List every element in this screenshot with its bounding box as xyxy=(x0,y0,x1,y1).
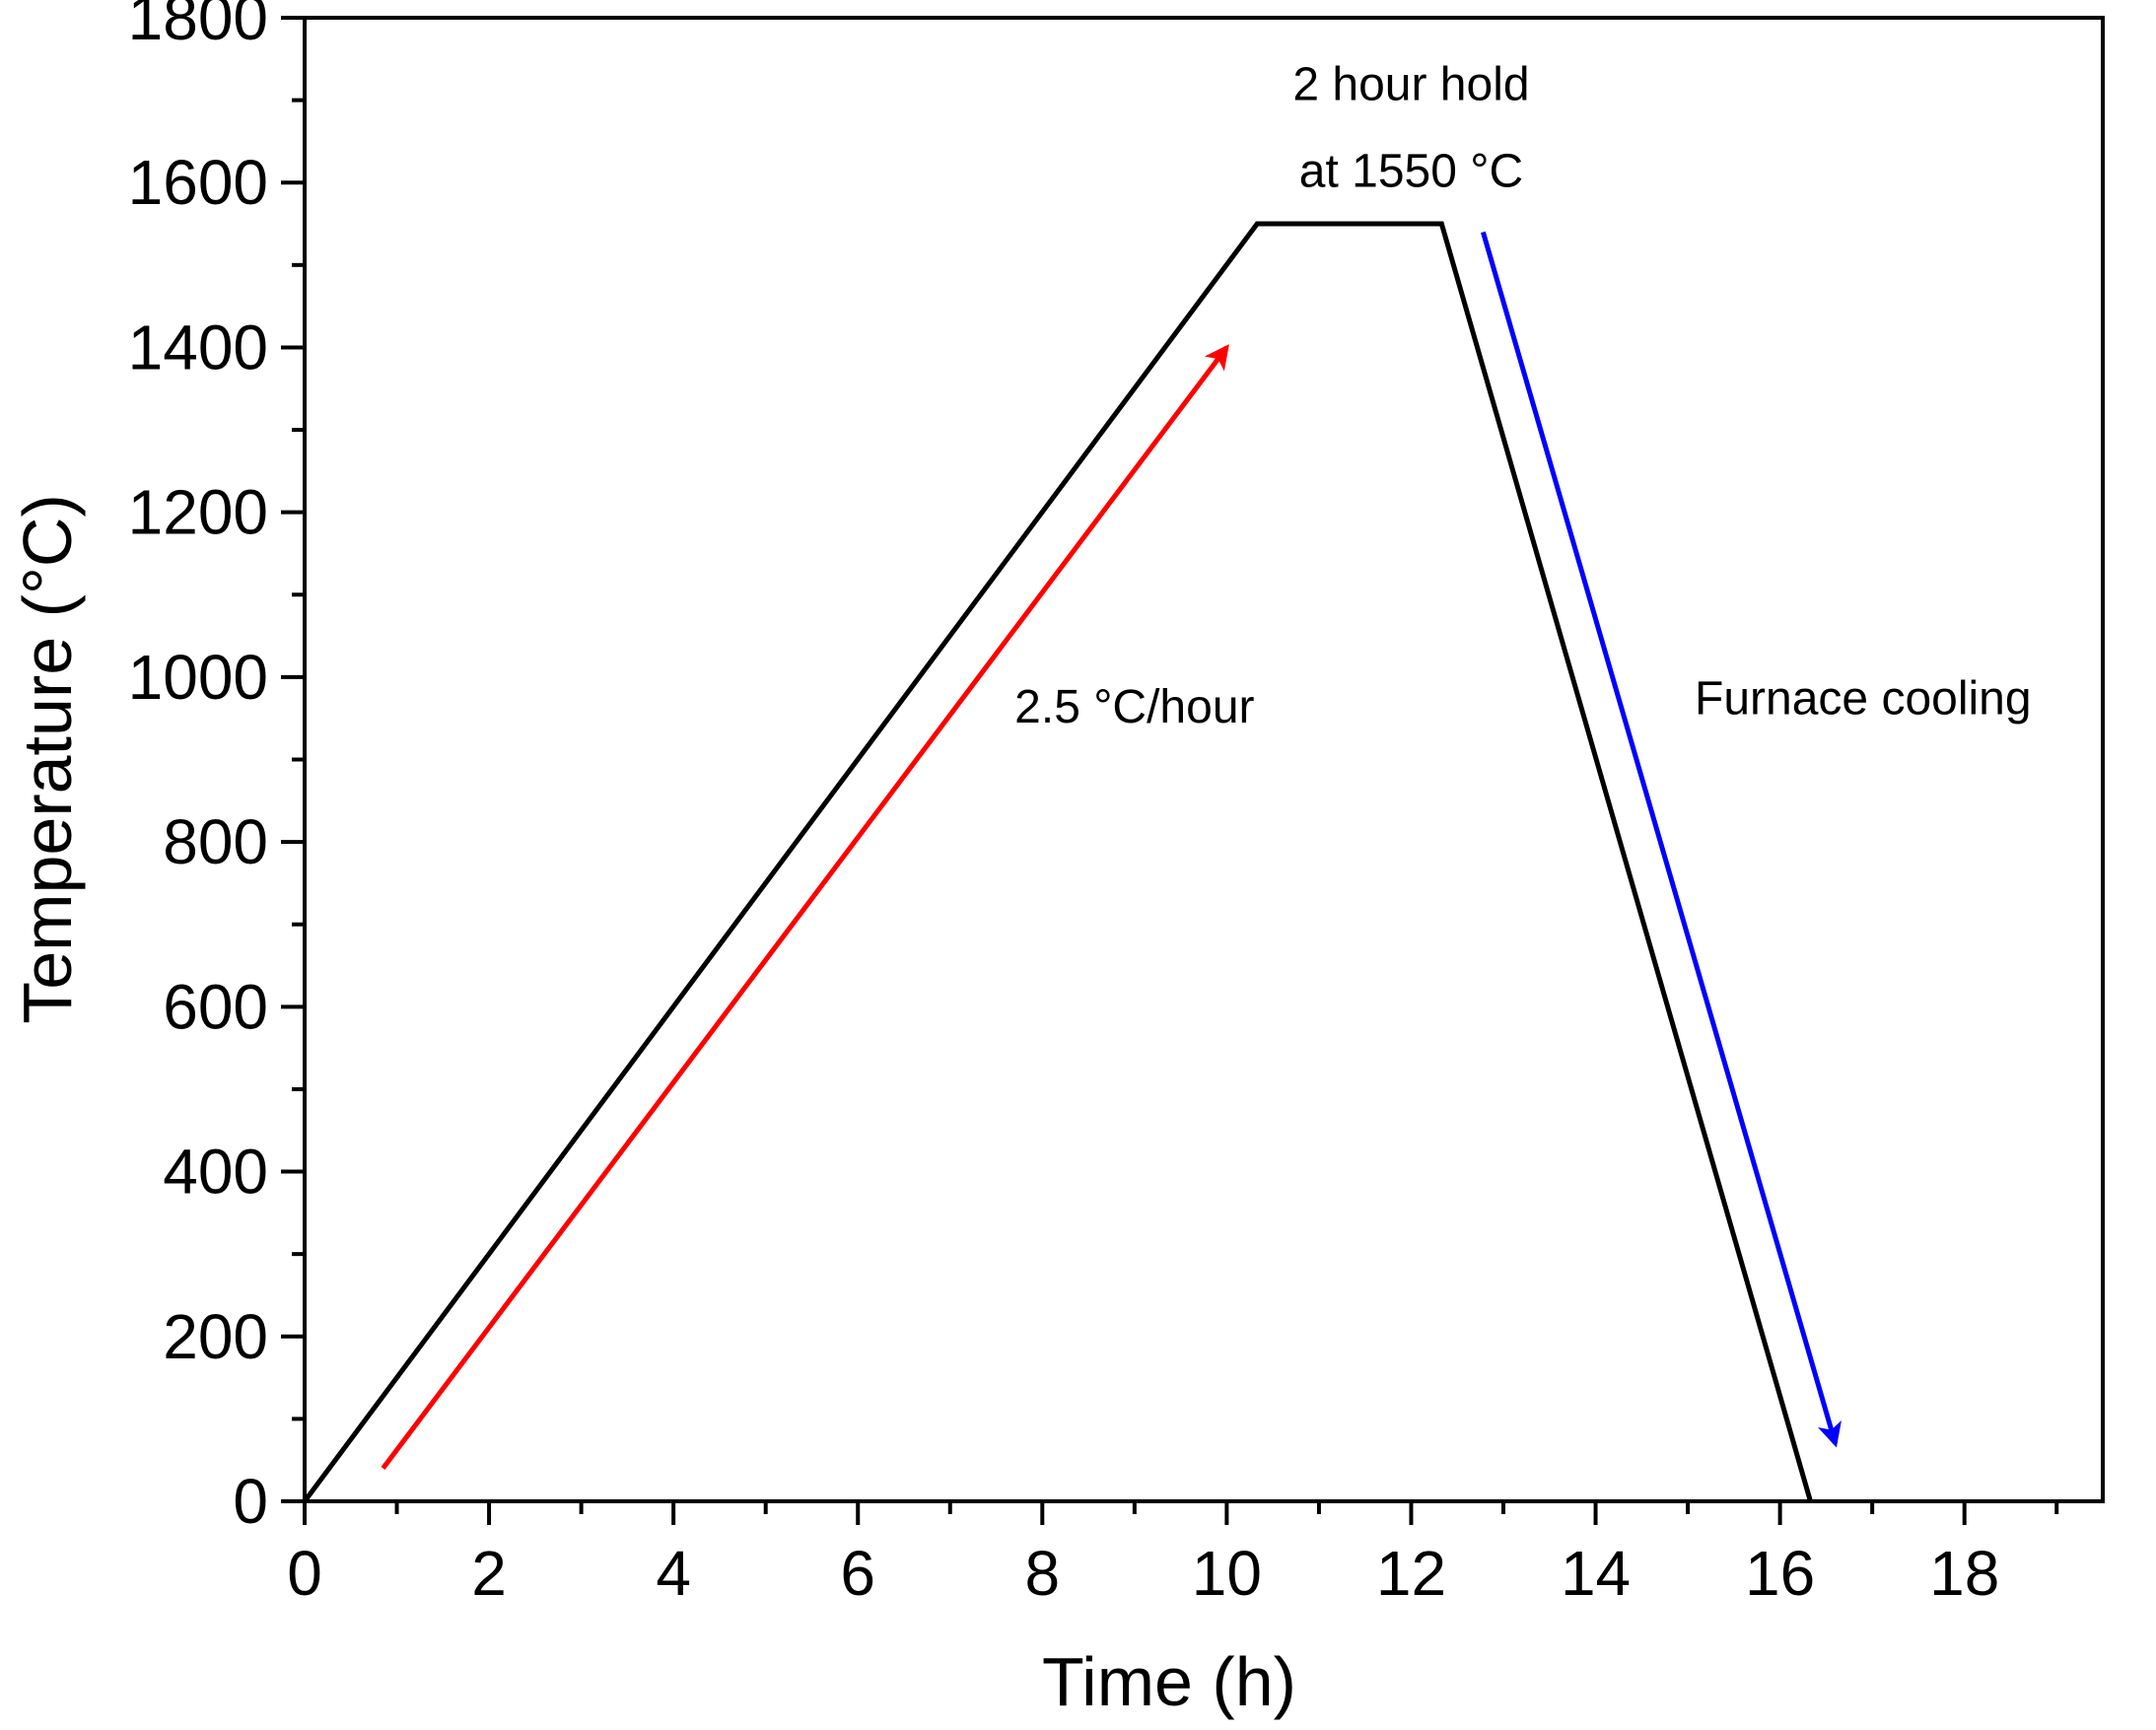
y-axis-tick-labels: 0 200 400 600 800 1000 1200 1400 1600 1800 xyxy=(128,0,268,1537)
series-line-0 xyxy=(302,221,1813,1503)
y-axis-title: Temperature (°C) xyxy=(9,494,86,1024)
x-tick-label: 2 xyxy=(471,1538,507,1609)
cooling-arrow xyxy=(1481,231,1842,1448)
series-layer xyxy=(302,221,1813,1503)
y-tick-label: 200 xyxy=(163,1301,268,1372)
x-axis-ticks xyxy=(303,1501,2059,1525)
x-tick-label: 8 xyxy=(1025,1538,1061,1609)
x-tick-label: 16 xyxy=(1745,1538,1815,1609)
x-tick-label: 4 xyxy=(656,1538,691,1609)
x-tick-label: 14 xyxy=(1561,1538,1631,1609)
y-tick-label: 1600 xyxy=(128,147,268,218)
x-tick-label: 12 xyxy=(1376,1538,1446,1609)
y-tick-label: 1400 xyxy=(128,311,268,382)
annotation-layer: 2 hour hold at 1550 °C 2.5 °C/hour Furnace … xyxy=(1014,59,2031,733)
arrow-layer xyxy=(381,231,1842,1471)
heating-arrow xyxy=(381,344,1229,1471)
y-tick-label: 400 xyxy=(163,1137,268,1208)
x-tick-label: 0 xyxy=(287,1538,322,1609)
x-tick-label: 10 xyxy=(1192,1538,1262,1609)
annotation-hold-line-1: 2 hour hold xyxy=(1292,59,1529,111)
y-tick-label: 1800 xyxy=(128,0,268,53)
y-tick-label: 800 xyxy=(163,806,268,877)
x-axis-tick-labels: 0 2 4 6 8 10 12 14 16 18 xyxy=(287,1538,1999,1609)
x-tick-label: 6 xyxy=(840,1538,875,1609)
y-axis-ticks xyxy=(281,16,305,1503)
x-tick-label: 18 xyxy=(1929,1538,1999,1609)
y-tick-label: 0 xyxy=(233,1466,268,1537)
y-tick-label: 1000 xyxy=(128,642,268,713)
y-tick-label: 600 xyxy=(163,971,268,1042)
annotation-hold-line-2: at 1550 °C xyxy=(1299,145,1523,197)
x-axis-title: Time (h) xyxy=(1042,1643,1296,1720)
annotation-cooling: Furnace cooling xyxy=(1695,673,2032,726)
annotation-heating-rate: 2.5 °C/hour xyxy=(1014,681,1254,733)
y-tick-label: 1200 xyxy=(128,477,268,548)
plot-area-frame xyxy=(303,16,2105,1503)
